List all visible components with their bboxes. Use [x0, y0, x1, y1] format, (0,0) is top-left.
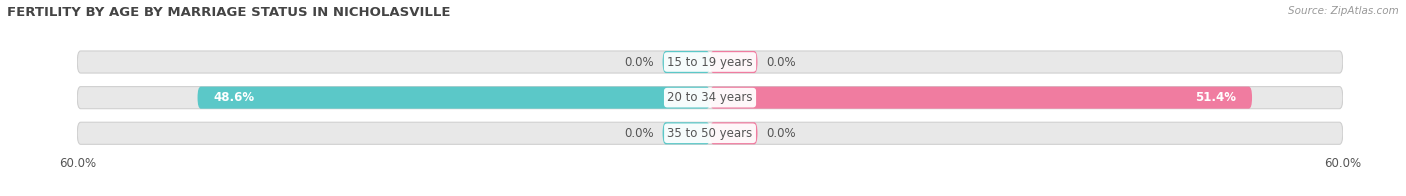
Text: Source: ZipAtlas.com: Source: ZipAtlas.com: [1288, 6, 1399, 16]
FancyBboxPatch shape: [662, 122, 710, 144]
FancyBboxPatch shape: [77, 51, 1343, 73]
Text: 20 to 34 years: 20 to 34 years: [668, 91, 752, 104]
Text: 0.0%: 0.0%: [624, 127, 654, 140]
Text: 0.0%: 0.0%: [766, 127, 796, 140]
Text: 35 to 50 years: 35 to 50 years: [668, 127, 752, 140]
Text: FERTILITY BY AGE BY MARRIAGE STATUS IN NICHOLASVILLE: FERTILITY BY AGE BY MARRIAGE STATUS IN N…: [7, 6, 450, 19]
FancyBboxPatch shape: [198, 87, 710, 109]
Text: 0.0%: 0.0%: [624, 55, 654, 69]
FancyBboxPatch shape: [662, 51, 710, 73]
Text: 15 to 19 years: 15 to 19 years: [668, 55, 752, 69]
FancyBboxPatch shape: [710, 122, 758, 144]
Text: 48.6%: 48.6%: [214, 91, 254, 104]
Text: 0.0%: 0.0%: [766, 55, 796, 69]
FancyBboxPatch shape: [710, 87, 1253, 109]
FancyBboxPatch shape: [710, 51, 758, 73]
FancyBboxPatch shape: [77, 87, 1343, 109]
Text: 51.4%: 51.4%: [1195, 91, 1236, 104]
FancyBboxPatch shape: [77, 122, 1343, 144]
